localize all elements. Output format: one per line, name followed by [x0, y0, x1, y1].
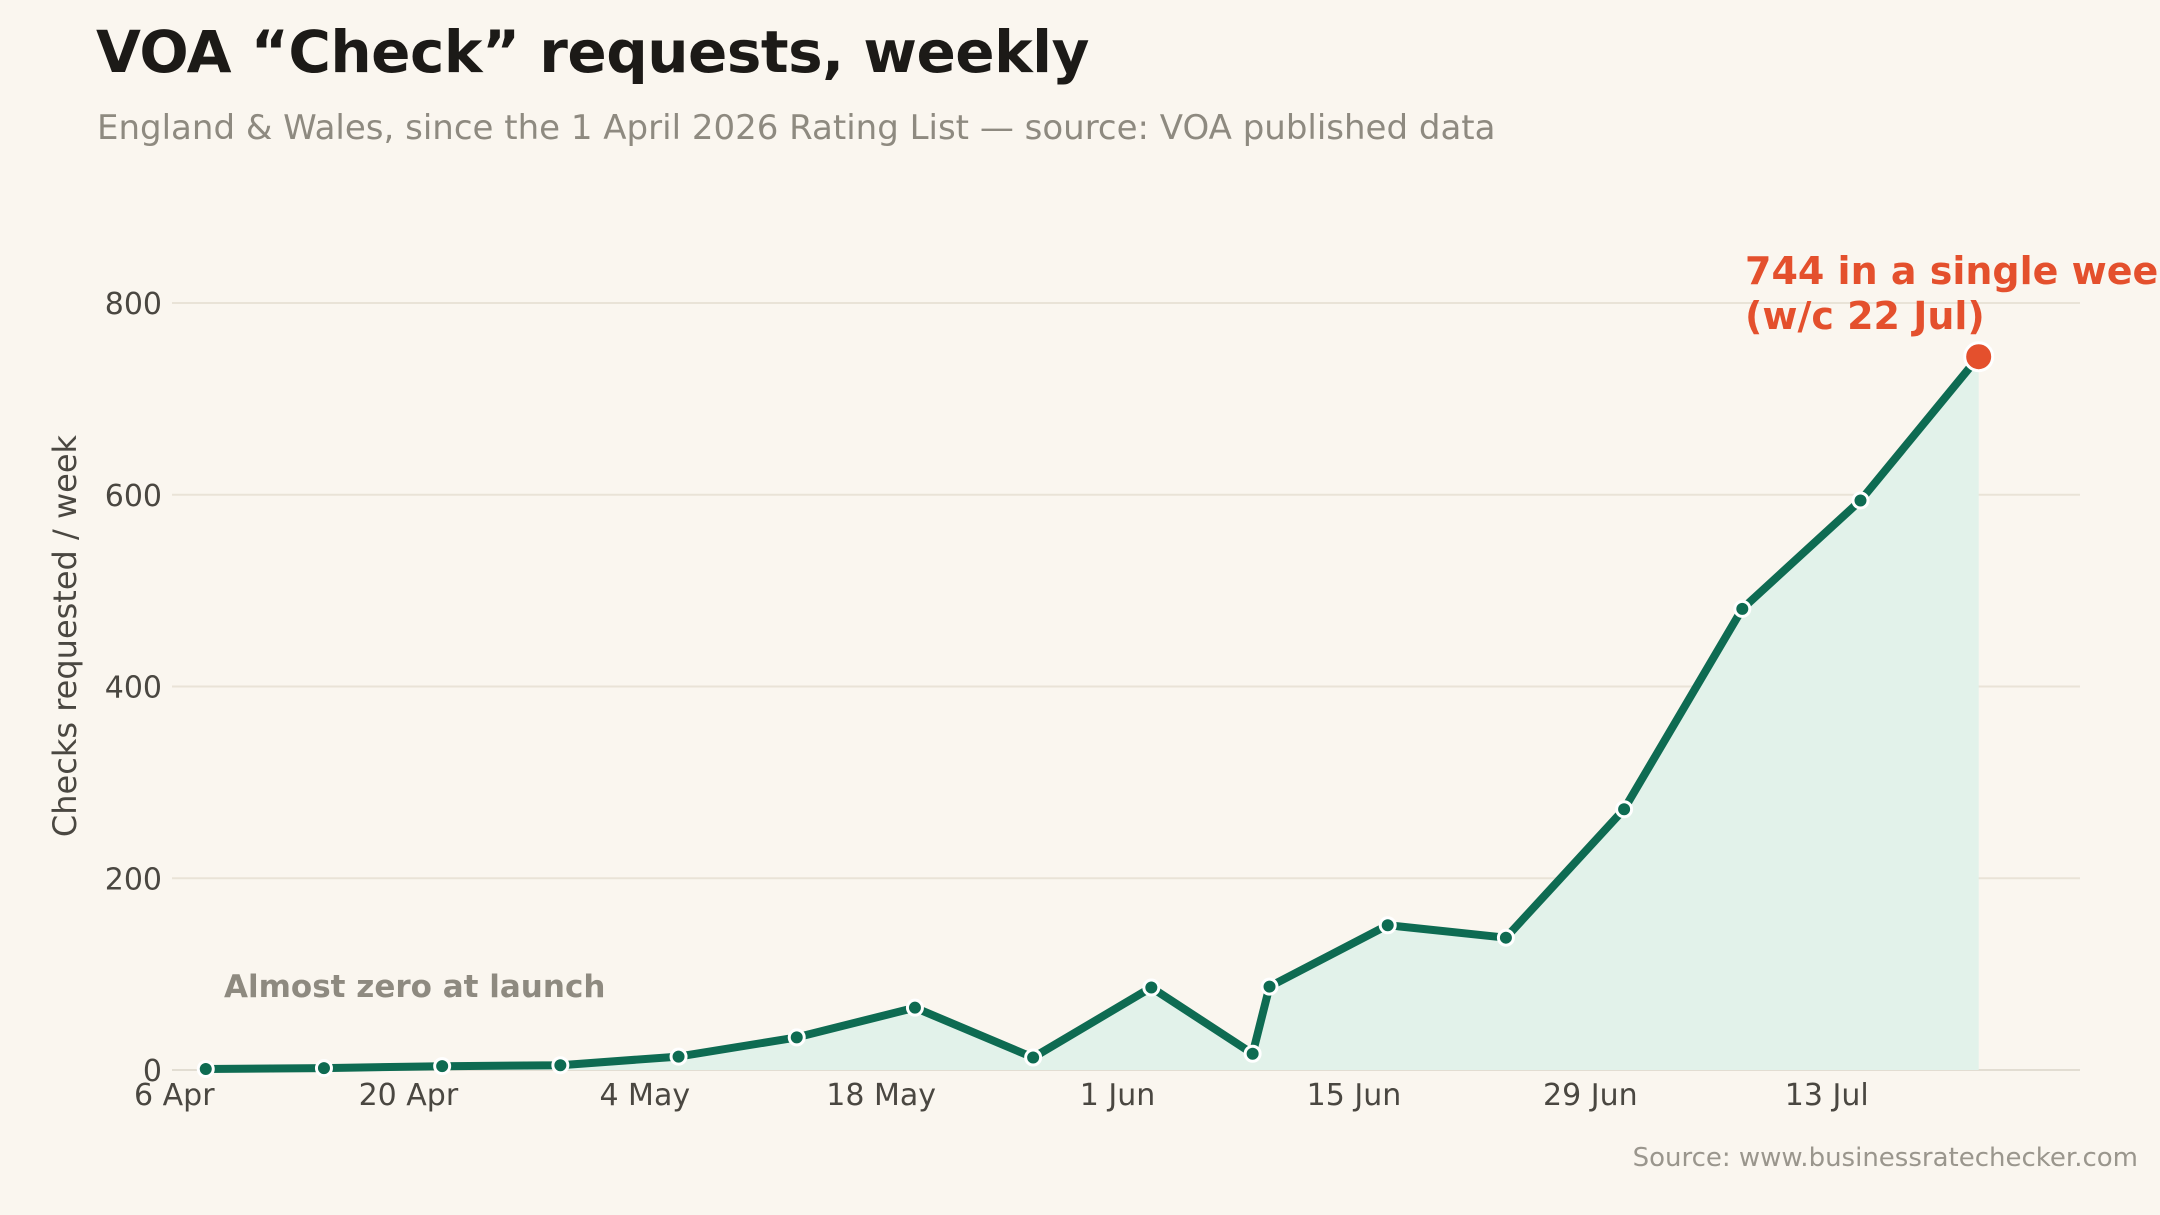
annotation-peak: 744 in a single week (w/c 22 Jul) — [1745, 249, 2160, 338]
source-credit: Source: www.businessratechecker.com — [1632, 1143, 2138, 1173]
data-point — [1496, 928, 1515, 947]
x-tick-label: 29 Jun — [1543, 1078, 1638, 1113]
x-axis-ticks: 6 Apr 20 Apr 4 May 18 May 1 Jun 15 Jun 29 Jun 1… — [134, 1078, 1869, 1113]
data-point — [314, 1059, 333, 1078]
x-tick-label: 13 Jul — [1785, 1078, 1869, 1113]
data-point-peak — [1963, 341, 1995, 373]
y-axis-ticks: 0 200 400 600 800 — [105, 287, 162, 1089]
y-tick-label: 200 — [105, 862, 162, 897]
data-point — [196, 1060, 215, 1079]
annotation-peak-line-1: 744 in a single week — [1745, 249, 2160, 293]
chart-title: VOA “Check” requests, weekly — [96, 18, 1089, 86]
data-point — [905, 998, 924, 1017]
area-fill — [205, 356, 1979, 1070]
x-tick-label: 18 May — [826, 1078, 936, 1113]
data-point — [551, 1056, 570, 1075]
data-point — [1615, 800, 1634, 819]
y-axis-title: Checks requested / week — [46, 434, 84, 837]
data-point — [1378, 916, 1397, 935]
y-tick-label: 400 — [105, 671, 162, 706]
annotation-launch: Almost zero at launch — [224, 969, 605, 1005]
x-tick-label: 4 May — [599, 1078, 690, 1113]
chart-subtitle: England & Wales, since the 1 April 2026 … — [97, 108, 1496, 148]
data-point — [433, 1057, 452, 1076]
data-point — [1024, 1048, 1043, 1067]
y-tick-label: 800 — [105, 287, 162, 322]
data-point — [1733, 599, 1752, 618]
y-tick-label: 600 — [105, 479, 162, 514]
data-point — [1260, 977, 1279, 996]
data-point — [1243, 1044, 1262, 1063]
x-tick-label: 20 Apr — [359, 1078, 459, 1113]
data-point — [1142, 978, 1161, 997]
x-tick-label: 6 Apr — [134, 1078, 215, 1113]
x-tick-label: 1 Jun — [1080, 1078, 1156, 1113]
data-point — [787, 1028, 806, 1047]
data-point — [1851, 491, 1870, 510]
y-tick-label: 0 — [143, 1054, 162, 1089]
data-points — [196, 341, 1995, 1079]
x-tick-label: 15 Jun — [1307, 1078, 1402, 1113]
data-point — [669, 1047, 688, 1066]
annotation-peak-line-2: (w/c 22 Jul) — [1745, 294, 1985, 338]
